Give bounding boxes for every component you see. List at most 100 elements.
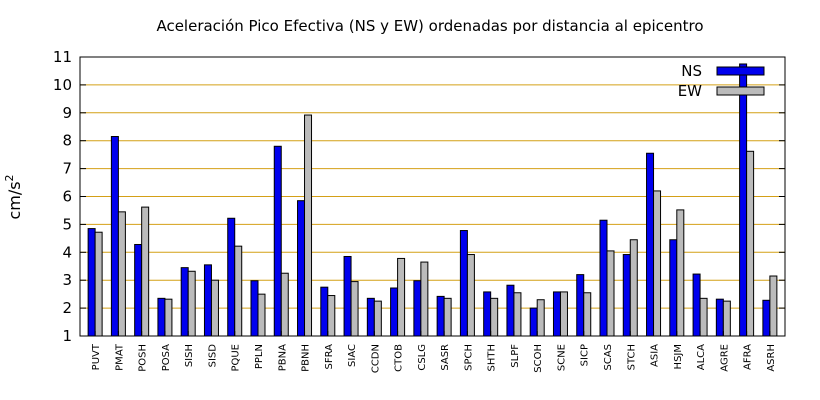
legend-swatch-ns xyxy=(716,66,765,76)
bar-ew-sisd xyxy=(210,279,219,337)
bar-ns-scas xyxy=(599,219,608,337)
x-tick-label: CCDN xyxy=(370,344,381,373)
x-tick-label: SPCH xyxy=(463,344,474,371)
bar-ns-pbnh xyxy=(297,200,306,337)
bar-ns-shth xyxy=(483,291,492,337)
bar-ns-agre xyxy=(715,298,724,337)
bar-ns-hsjm xyxy=(669,239,678,337)
bar-ns-posa xyxy=(157,297,166,337)
x-tick-label: CTOB xyxy=(394,344,405,372)
bar-ns-sfra xyxy=(320,286,329,337)
y-tick-label: 11 xyxy=(53,48,72,66)
x-tick-label: CSLG xyxy=(417,344,428,371)
bar-ew-asrh xyxy=(769,275,778,337)
y-tick-label: 7 xyxy=(62,160,72,178)
y-axis-label: cm/s2 xyxy=(3,174,24,219)
bar-ns-ppln xyxy=(250,280,259,337)
bar-ns-asrh xyxy=(762,299,771,337)
chart-title: Aceleración Pico Efectiva (NS y EW) orde… xyxy=(156,17,703,35)
bar-ew-pbnh xyxy=(304,114,313,337)
bar-ew-asia xyxy=(653,190,662,337)
bar-ew-alca xyxy=(699,297,708,337)
bar-ns-pbna xyxy=(273,145,282,337)
x-tick-label: AGRE xyxy=(719,344,730,372)
x-tick-label: PBNA xyxy=(277,344,288,371)
y-tick-label: 1 xyxy=(62,327,72,345)
bar-ns-afra xyxy=(739,63,748,337)
legend-swatch-ew xyxy=(716,86,765,96)
bar-ew-pbna xyxy=(280,272,289,337)
y-axis-label-unit: cm/s xyxy=(5,181,24,219)
bar-ew-sasr xyxy=(443,297,452,337)
bar-ew-spch xyxy=(466,254,475,337)
y-tick-label: 6 xyxy=(62,188,72,206)
bar-ew-slpf xyxy=(513,292,522,337)
bar-ew-shth xyxy=(490,297,499,337)
bar-ns-slpf xyxy=(506,284,515,337)
bar-ew-agre xyxy=(722,300,731,337)
x-tick-label: SLPF xyxy=(510,344,521,368)
bars xyxy=(87,63,778,337)
legend: NS EW xyxy=(678,62,765,100)
x-tick-label: ALCA xyxy=(696,344,707,370)
x-tick-label: SCOH xyxy=(533,344,544,373)
y-tick-label: 10 xyxy=(53,76,72,94)
x-tick-label: SHTH xyxy=(487,344,498,372)
bar-ew-pque xyxy=(234,245,243,337)
x-tick-label: SISH xyxy=(184,344,195,367)
x-tick-label: AFRA xyxy=(743,344,754,370)
y-tick-label: 8 xyxy=(62,132,72,150)
bar-ew-sfra xyxy=(327,295,336,337)
y-tick-label: 2 xyxy=(62,299,72,317)
bar-ns-cslg xyxy=(413,280,422,337)
bar-ns-pque xyxy=(227,217,236,337)
bar-ns-asia xyxy=(646,152,655,337)
bar-ns-siac xyxy=(343,255,352,337)
bar-ew-sish xyxy=(187,270,196,337)
bar-ew-siac xyxy=(350,281,359,337)
bar-ns-stch xyxy=(622,254,631,337)
bar-ns-sasr xyxy=(436,295,445,337)
x-tick-label: PUVT xyxy=(91,343,102,370)
grid xyxy=(80,84,785,309)
x-tick-label: SCAS xyxy=(603,344,614,371)
x-tick-label: SICP xyxy=(580,344,591,366)
bar-ew-afra xyxy=(746,150,755,337)
x-tick-label: POSH xyxy=(138,344,149,372)
bar-ew-scoh xyxy=(536,299,545,337)
bar-ew-cslg xyxy=(420,261,429,337)
x-tick-label: STCH xyxy=(626,344,637,370)
bar-ns-pmat xyxy=(110,136,119,337)
x-tick-label: SCNE xyxy=(556,344,567,371)
bar-ns-posh xyxy=(134,243,143,337)
bar-ns-puvt xyxy=(87,228,96,337)
x-tick-label: SIAC xyxy=(347,344,358,367)
bar-ew-ctob xyxy=(397,257,406,337)
x-tick-label: SASR xyxy=(440,344,451,371)
x-tick-label: ASIA xyxy=(650,344,661,367)
bar-ns-sish xyxy=(180,267,189,337)
x-tick-label: SISD xyxy=(207,344,218,368)
bar-ew-ccdn xyxy=(373,300,382,337)
bar-ew-ppln xyxy=(257,293,266,337)
y-tick-label: 4 xyxy=(62,243,72,261)
x-tick-label: PBNH xyxy=(301,344,312,372)
y-tick-label: 5 xyxy=(62,215,72,233)
bar-ew-pmat xyxy=(117,211,126,337)
bar-ns-alca xyxy=(692,273,701,337)
bar-ew-sicp xyxy=(583,292,592,337)
bar-ns-scoh xyxy=(529,307,538,337)
x-tick-label: PPLN xyxy=(254,344,265,369)
legend-label-ns: NS xyxy=(681,62,702,80)
bar-ew-posa xyxy=(164,298,173,337)
x-ticks: PUVT PMAT POSH POSA SISH SISD PQUE PPLN PBNA PBNH… xyxy=(91,331,777,373)
bar-ns-sicp xyxy=(576,274,585,337)
bar-ns-scne xyxy=(552,291,561,337)
x-tick-label: HSJM xyxy=(673,344,684,369)
bar-ew-stch xyxy=(629,239,638,337)
y-ticks: 1 2 3 4 5 6 7 8 9 10 11 xyxy=(53,48,785,345)
y-tick-label: 3 xyxy=(62,271,72,289)
bar-ew-hsjm xyxy=(676,209,685,337)
bar-ns-ccdn xyxy=(366,297,375,337)
